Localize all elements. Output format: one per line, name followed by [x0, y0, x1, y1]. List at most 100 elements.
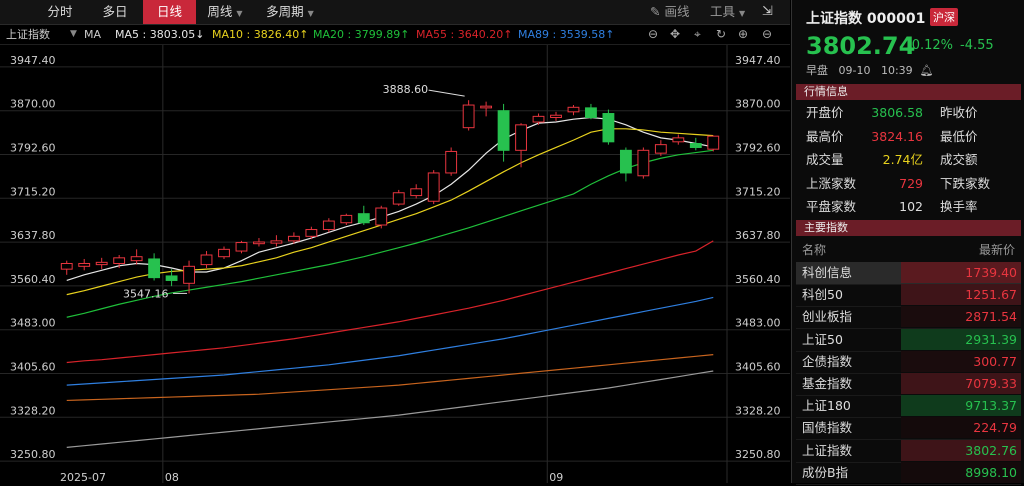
y-tick-label-left: 3637.80: [10, 229, 56, 242]
annotation-low: 3547.16: [123, 287, 169, 300]
candle-body: [532, 115, 545, 123]
quote-row-value: 3824.16: [871, 128, 923, 144]
period-toolbar: 分时 多日 日线 周线 ▼ 多周期 ▼ ✎ 画线 工具 ▼ ⇲: [0, 0, 790, 25]
candle-body: [480, 105, 493, 109]
change-percent: -0.12%: [907, 38, 953, 53]
quote-row-value: 3806.58: [871, 105, 923, 120]
y-tick-label-right: 3250.80: [735, 448, 781, 461]
index-header-price: 最新价: [978, 243, 1015, 257]
index-row[interactable]: 科创信息 1739.40: [796, 262, 1021, 285]
draw-line-label: 画线: [664, 4, 690, 19]
quote-row: 最高价 3824.16 最低价: [806, 127, 1018, 147]
legend-index-name: 上证指数: [6, 28, 50, 41]
candle-body: [165, 275, 178, 281]
index-row[interactable]: 成份B指 8998.10: [796, 461, 1021, 485]
tools-button[interactable]: 工具 ▼: [710, 0, 745, 24]
y-tick-label-left: 3792.60: [10, 142, 56, 155]
candle-body: [672, 137, 685, 143]
y-tick-label-right: 3483.00: [735, 317, 781, 330]
ma-line: [66, 296, 714, 386]
candle-body: [113, 257, 126, 264]
candle-body: [305, 229, 318, 237]
ma-line: [66, 370, 714, 449]
quote-row-label: 开盘价: [806, 105, 844, 120]
bell-icon[interactable]: 🔔︎: [919, 64, 934, 77]
legend-ma5: MA5 : 3803.05↓: [115, 28, 205, 41]
draw-line-button[interactable]: ✎ 画线: [650, 0, 689, 24]
chevron-down-icon: ▼: [739, 9, 746, 18]
index-row[interactable]: 创业板指 2871.54: [796, 306, 1021, 330]
candle-body: [637, 149, 650, 177]
index-row[interactable]: 科创50 1251.67: [796, 284, 1021, 308]
quote-title: 上证指数 000001: [806, 11, 926, 27]
candle-body: [130, 256, 143, 262]
tab-weekly[interactable]: 周线 ▼: [200, 0, 250, 24]
change-amount: -4.55: [960, 38, 994, 53]
candle-body: [585, 107, 597, 118]
quote-row: 平盘家数 102 换手率: [806, 197, 1018, 217]
y-tick-label-left: 3250.80: [10, 448, 56, 461]
candle-body: [148, 258, 161, 279]
legend-ma55: MA55 : 3640.20↑: [416, 28, 513, 41]
index-price: 3802.76: [901, 439, 1021, 461]
move-icon[interactable]: ✥: [670, 27, 681, 41]
candle-body: [602, 113, 615, 143]
candle-body: [515, 124, 527, 151]
quote-row-label: 平盘家数: [806, 199, 857, 214]
index-name: 上证180: [802, 398, 851, 414]
index-name: 成份B指: [802, 464, 849, 480]
market-badge: 沪深: [930, 8, 958, 26]
legend-ma89: MA89 : 3539.58↑: [518, 28, 615, 41]
index-row[interactable]: 上证180 9713.37: [796, 395, 1021, 419]
candle-body: [654, 144, 667, 154]
last-price: 3802.74: [806, 32, 916, 60]
zoom-in-icon[interactable]: ⊕: [738, 27, 749, 41]
section-market-info: 行情信息: [796, 84, 1021, 100]
tab-multi-day[interactable]: 多日: [102, 4, 128, 19]
index-row[interactable]: 国债指数 224.79: [796, 417, 1021, 441]
candlestick-chart[interactable]: 3947.40 3947.40 3870.00 3870.00 3792.60 3792.…: [0, 45, 790, 484]
zoom-reset-icon[interactable]: ⊖: [762, 27, 773, 41]
candle-body: [287, 235, 300, 242]
quote-row-label2: 昨收价: [940, 105, 978, 120]
ma-dropdown-icon[interactable]: ▼: [70, 29, 77, 39]
annotation-arrow: [428, 89, 465, 97]
index-row[interactable]: 基金指数 7079.33: [796, 373, 1021, 396]
tab-multi-period[interactable]: 多周期 ▼: [258, 0, 322, 24]
candle-body: [218, 248, 230, 258]
quote-row-value: 2.74亿: [882, 152, 923, 167]
index-price: 300.77: [901, 350, 1021, 372]
candle-body: [270, 240, 283, 244]
legend-ma10: MA10 : 3826.40↑: [212, 28, 309, 41]
y-tick-label-right: 3637.80: [735, 229, 781, 242]
zoom-out-icon[interactable]: ⊖: [648, 27, 659, 41]
section-main-indices: 主要指数: [796, 220, 1021, 236]
index-row[interactable]: 上证指数 3802.76: [796, 439, 1021, 463]
candle-body: [183, 265, 195, 284]
tab-daily[interactable]: 日线: [143, 0, 196, 24]
quote-timestamp: 早盘 09-10 10:39 🔔︎: [806, 62, 934, 78]
index-price: 7079.33: [901, 373, 1021, 394]
collapse-icon[interactable]: ⇲: [762, 4, 773, 19]
candle-body: [375, 207, 388, 226]
index-row[interactable]: 企债指数 300.77: [796, 350, 1021, 374]
candle-body: [392, 192, 405, 205]
annotation-high: 3888.60: [383, 83, 429, 96]
legend-ma-label[interactable]: MA: [84, 28, 102, 41]
refresh-icon[interactable]: ↻: [716, 27, 727, 41]
tab-weekly-label: 周线: [207, 4, 233, 19]
session-label: 早盘: [806, 64, 828, 77]
y-tick-label-right: 3947.40: [735, 54, 781, 67]
index-name: 上证50: [802, 331, 843, 347]
index-row[interactable]: 上证50 2931.39: [796, 328, 1021, 352]
chart-canvas[interactable]: 3947.40 3947.40 3870.00 3870.00 3792.60 3792.…: [0, 45, 790, 484]
ma-legend: 上证指数 ▼ MA MA5 : 3803.05↓ MA10 : 3826.40↑…: [0, 25, 790, 45]
quote-date: 09-10: [838, 64, 871, 77]
quote-row-label2: 下跌家数: [940, 175, 991, 191]
quote-row: 成交量 2.74亿 成交额: [806, 150, 1018, 170]
y-tick-label-right: 3328.20: [735, 404, 781, 417]
y-tick-label-left: 3483.00: [10, 317, 56, 330]
crosshair-icon[interactable]: ⌖: [694, 27, 701, 41]
x-tick-label: 08: [165, 471, 179, 483]
tab-intraday[interactable]: 分时: [47, 4, 73, 19]
